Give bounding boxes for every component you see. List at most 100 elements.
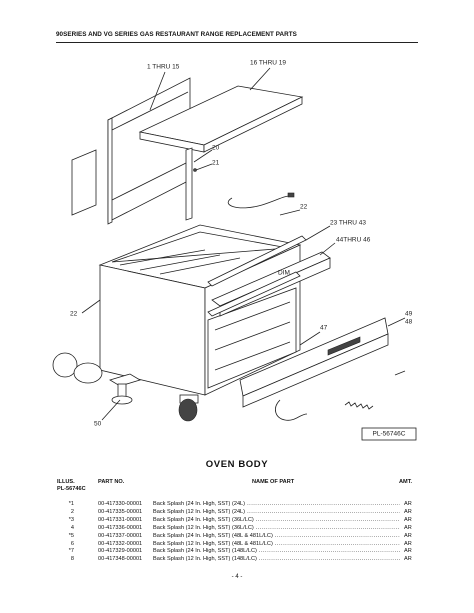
dot-leader: ........................................… <box>247 508 400 515</box>
illus-number: 8 <box>70 556 74 563</box>
callout: 23 THRU 43 <box>330 220 366 227</box>
drawing-line <box>279 209 301 216</box>
column-header: ILLUS. <box>57 479 75 485</box>
drawing-line <box>52 352 78 378</box>
part-name: Back Splash (24 In. High, SST) (148L/LC)… <box>153 548 400 554</box>
drawing-line <box>149 71 166 111</box>
drawing-line <box>327 336 361 356</box>
drawing-line <box>299 331 321 346</box>
drawing-line <box>101 399 121 421</box>
drawing-line <box>71 149 97 216</box>
drawing-line <box>81 299 101 314</box>
callout: 21 <box>212 160 220 167</box>
drawing-line <box>361 427 417 441</box>
illus-number: 6 <box>70 540 74 547</box>
drawing-line <box>111 231 289 263</box>
drawing-line <box>193 149 213 163</box>
amount: AR <box>404 508 412 515</box>
amount: AR <box>404 548 412 555</box>
part-number: 00-417336-00001 <box>98 524 143 531</box>
part-name: Back Splash (24 In. High, SST) (48L & 48… <box>153 533 400 539</box>
drawing-line <box>111 161 189 201</box>
callout: 16 THRU 19 <box>250 60 286 67</box>
amount: AR <box>404 501 412 507</box>
dot-leader: ........................................… <box>274 532 400 539</box>
drawing-line <box>319 242 336 256</box>
drawing-line <box>305 225 331 241</box>
illus-number: 2 <box>70 508 74 515</box>
dot-leader: ........................................… <box>258 556 400 563</box>
part-name-text: Back Splash (12 In. High, SST) (148L/LC) <box>153 556 257 563</box>
drawing-number: PL-56746C <box>373 431 406 438</box>
part-name-text: Back Splash (12 In. High, SST) (48L & 48… <box>153 540 273 547</box>
dot-leader: ........................................… <box>258 548 400 555</box>
part-name: Back Splash (12 In. High, SST) (48L & 48… <box>153 541 400 547</box>
callout: 20 <box>212 145 220 152</box>
column-header: AMT. <box>399 479 413 485</box>
drawing-line <box>214 321 291 351</box>
callout: 48 <box>405 319 413 326</box>
drawing-line <box>242 333 389 408</box>
drawing-line <box>207 287 297 389</box>
drawing-line <box>159 257 241 275</box>
exploded-diagram: 1 THRU 15 16 THRU 19 20 21 22 23 THRU 43… <box>52 60 417 441</box>
drawing-line <box>185 147 193 221</box>
drawing-line <box>111 395 133 405</box>
part-name-text: Back Splash (12 In. High, SST) (24L) <box>153 508 246 515</box>
illus-number: *5 <box>68 532 74 539</box>
part-number: 00-417329-00001 <box>98 548 143 555</box>
drawing-line <box>227 195 291 209</box>
dot-leader: ........................................… <box>274 540 400 547</box>
part-number: 00-417331-00001 <box>98 516 143 523</box>
illus-number: *7 <box>68 548 74 555</box>
drawing-line <box>249 67 271 91</box>
drawing-line <box>195 163 213 171</box>
part-number: 00-417348-00001 <box>98 556 143 563</box>
callout: 49 <box>405 311 413 318</box>
part-number: 00-417330-00001 <box>98 501 143 507</box>
part-name: Back Splash (12 In. High, SST) (36L/LC) … <box>153 525 400 531</box>
part-name: Back Splash (24 In. High, SST) (36L/LC) … <box>153 517 400 523</box>
part-name-text: Back Splash (24 In. High, SST) (148L/LC) <box>153 548 257 555</box>
part-number: 00-417337-00001 <box>98 532 143 539</box>
drawing-line <box>203 96 303 153</box>
header-title: 90SERIES AND VG SERIES GAS RESTAURANT RA… <box>56 31 297 38</box>
drawing-line <box>394 370 406 376</box>
drawing-line <box>207 271 301 317</box>
illus-number: *3 <box>68 516 74 523</box>
dot-leader: ........................................… <box>247 501 400 507</box>
drawing-line <box>139 254 221 271</box>
drawing-line <box>275 399 308 421</box>
drawing-line <box>178 398 198 422</box>
amount: AR <box>404 540 412 547</box>
drawing-line <box>99 264 206 396</box>
drawing-line <box>107 117 113 225</box>
drawing-line <box>344 401 374 410</box>
illus-number: 4 <box>70 524 74 531</box>
part-name: Back Splash (24 In. High, SST) (24L) ...… <box>153 501 400 507</box>
part-name-text: Back Splash (24 In. High, SST) (24L) <box>153 501 246 507</box>
drawing-line <box>214 341 291 371</box>
dot-leader: ........................................… <box>255 524 400 531</box>
drawing-line <box>107 77 191 223</box>
part-number: 00-417332-00001 <box>98 540 143 547</box>
drawing-line <box>119 249 206 266</box>
callout: 44THRU 46 <box>336 237 371 244</box>
column-header: NAME OF PART <box>252 479 295 485</box>
callout: 1 THRU 15 <box>147 64 180 71</box>
column-header: PL-56746C <box>57 486 86 492</box>
section-title: OVEN BODY <box>205 459 269 470</box>
part-number: 00-417335-00001 <box>98 508 143 515</box>
part-name-text: Back Splash (24 In. High, SST) (36L/LC) <box>153 516 254 523</box>
illus-number: *1 <box>68 501 74 507</box>
amount: AR <box>404 556 412 563</box>
part-name: Back Splash (12 In. High, SST) (148L/LC)… <box>153 556 400 562</box>
callout: 50 <box>94 421 102 428</box>
callout: 47 <box>320 325 328 332</box>
amount: AR <box>404 516 412 523</box>
dot-leader: ........................................… <box>255 516 400 523</box>
drawing-line <box>111 91 189 131</box>
drawing-line <box>109 373 141 387</box>
part-name-text: Back Splash (24 In. High, SST) (48L & 48… <box>153 532 273 539</box>
